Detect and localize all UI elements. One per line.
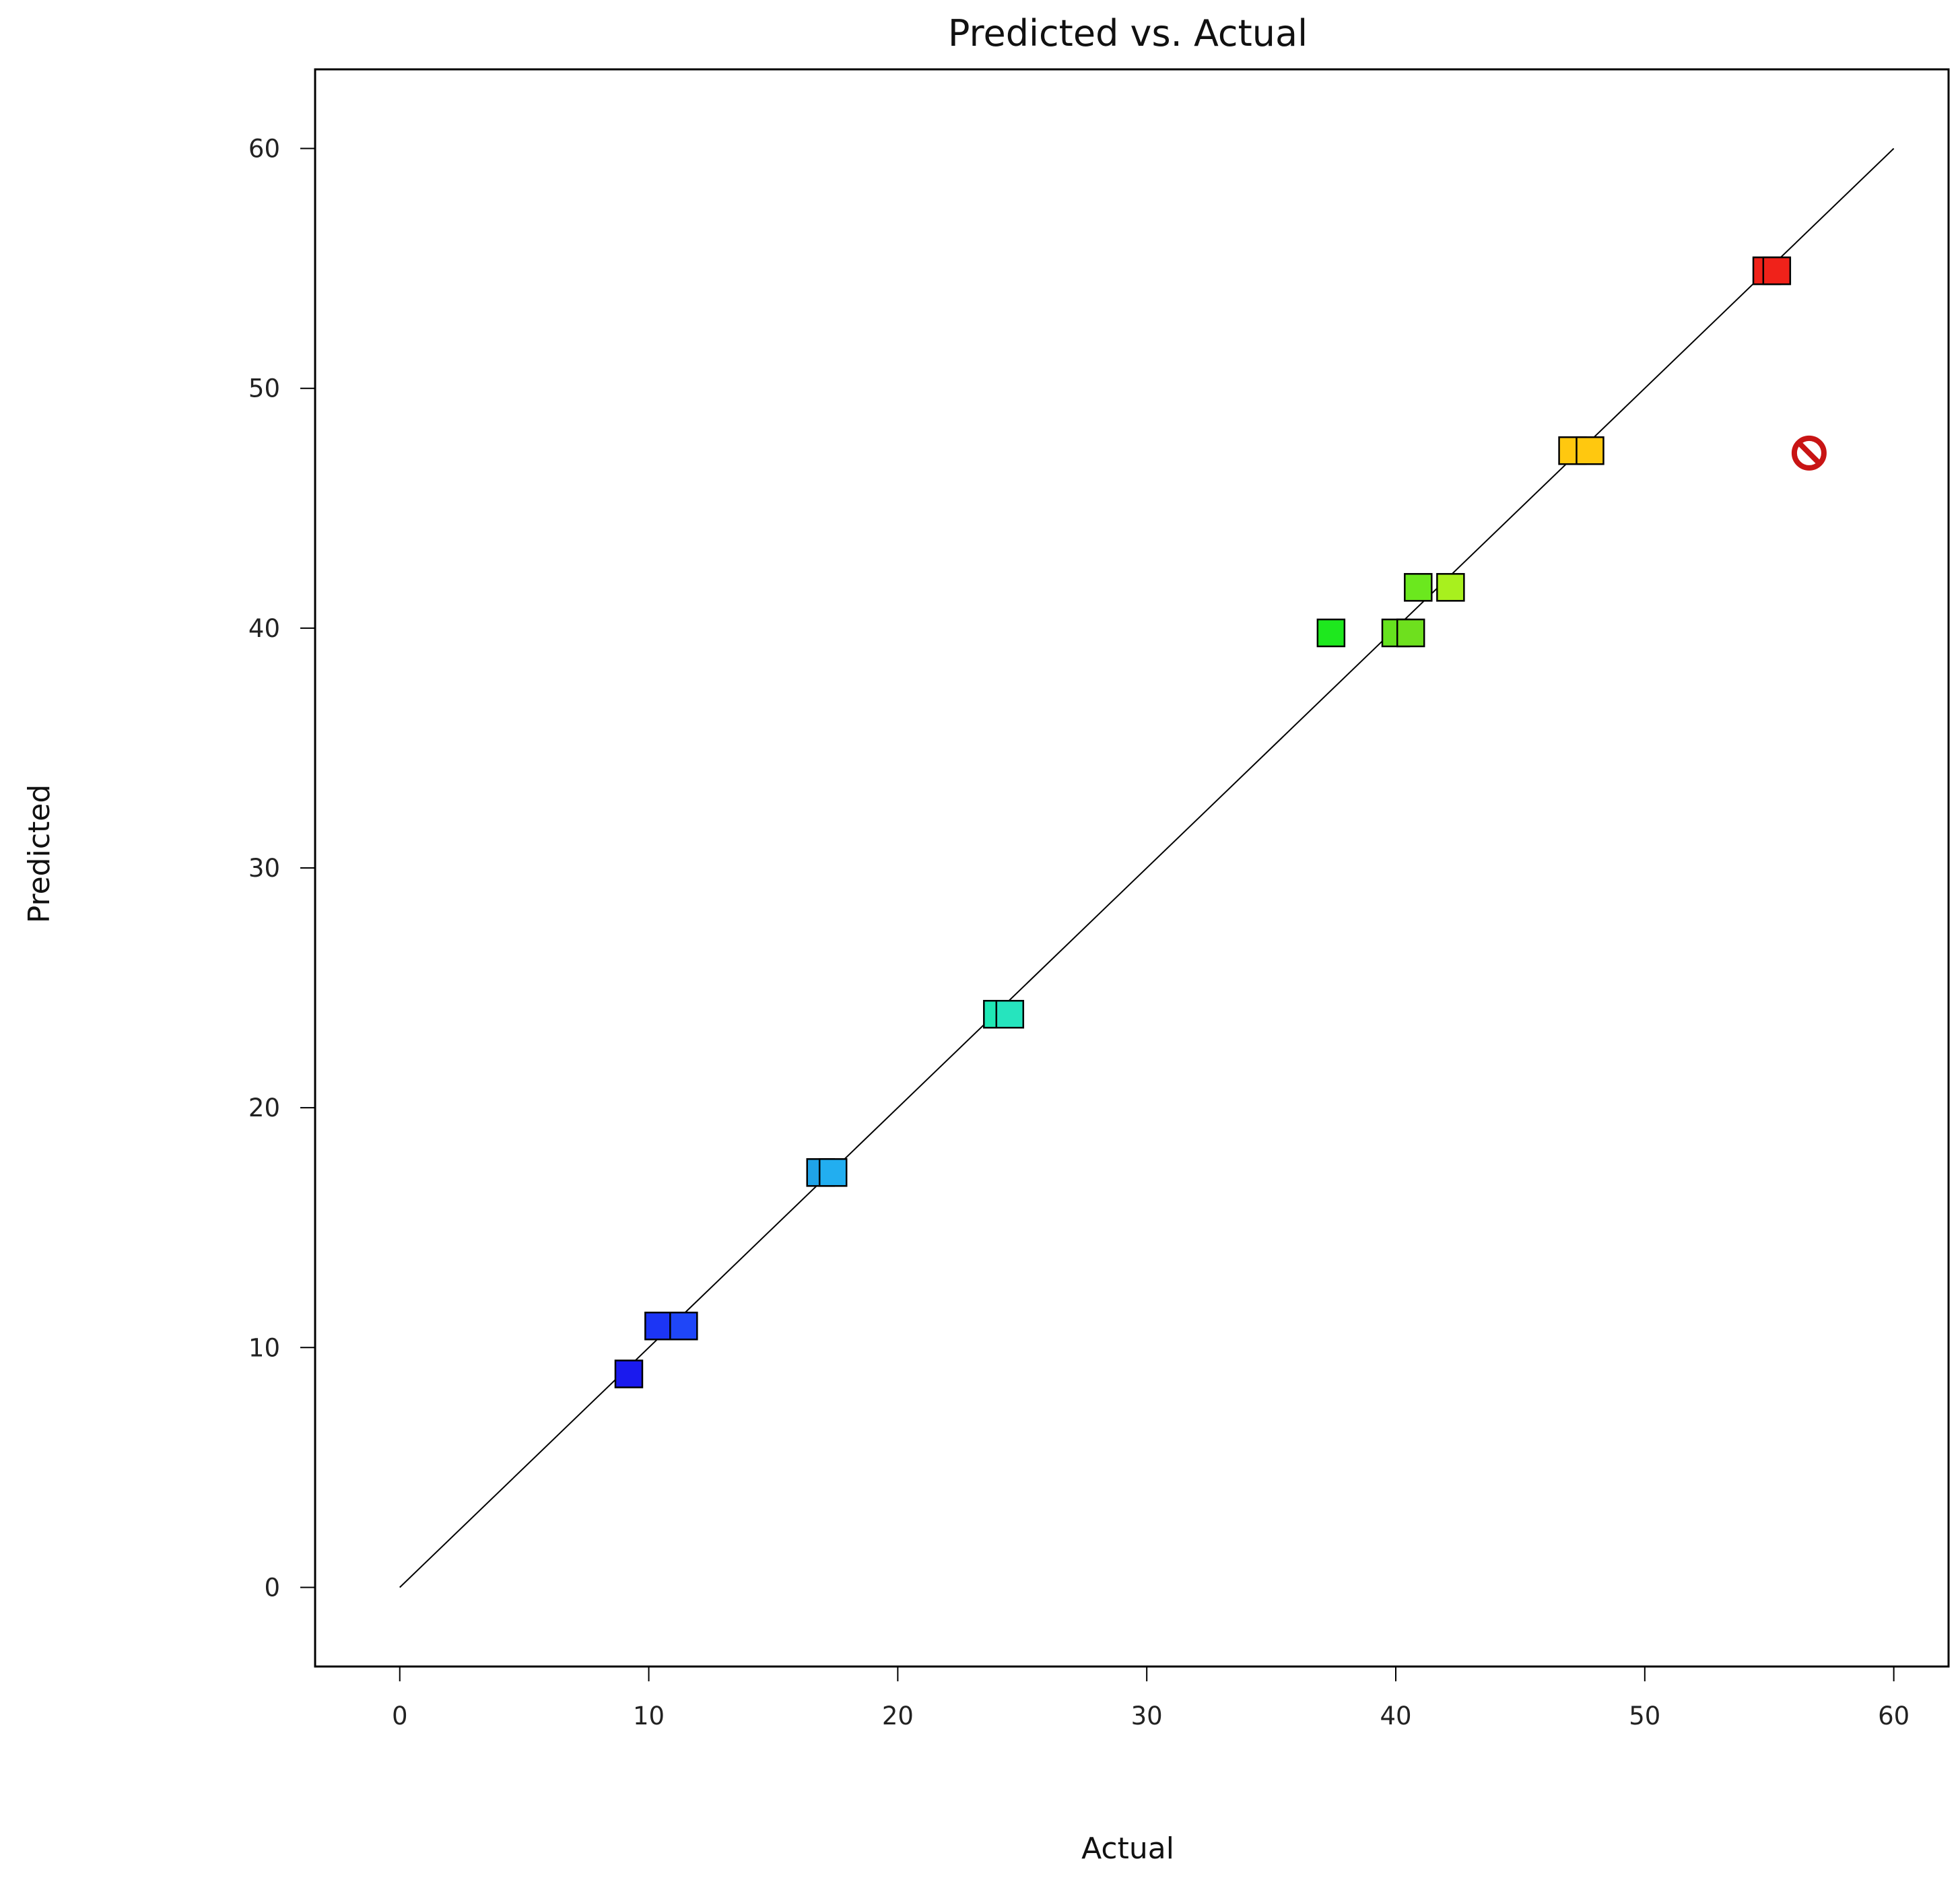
data-point — [1316, 618, 1346, 648]
data-point-square — [644, 1312, 673, 1341]
y-tick-label: 40 — [248, 614, 280, 643]
y-tick-label: 10 — [248, 1333, 280, 1362]
excluded-point-slash — [1798, 442, 1821, 465]
data-point-square — [1316, 618, 1346, 648]
data-point-square — [1404, 573, 1433, 602]
data-point-square — [1762, 256, 1792, 285]
y-axis-label: Predicted — [22, 784, 57, 924]
data-point — [1576, 436, 1604, 465]
y-tick-label: 20 — [248, 1094, 280, 1122]
data-point — [644, 1312, 673, 1341]
y-tick-label: 0 — [264, 1573, 280, 1602]
data-points — [614, 256, 1827, 1388]
x-tick-label: 40 — [1380, 1702, 1411, 1730]
data-point-square — [1436, 573, 1465, 602]
data-point — [1436, 573, 1465, 602]
data-point — [818, 1158, 848, 1187]
x-tick-label: 10 — [633, 1702, 665, 1730]
data-point-square — [669, 1312, 698, 1341]
x-axis: 0 10 20 30 40 50 60 — [392, 1667, 1910, 1730]
y-tick-label: 60 — [248, 135, 280, 164]
data-point — [669, 1312, 698, 1341]
excluded-point-icon — [1791, 435, 1827, 471]
plot-frame — [314, 68, 1950, 1668]
data-point — [614, 1359, 644, 1388]
data-point — [1404, 573, 1433, 602]
data-point — [995, 1000, 1025, 1029]
data-point-square — [1396, 618, 1425, 648]
data-point-square — [995, 1000, 1025, 1029]
y-axis: 0 10 20 30 40 50 60 — [248, 135, 315, 1602]
reference-line — [399, 147, 1895, 1588]
x-tick-label: 20 — [882, 1702, 914, 1730]
y-tick-label: 50 — [248, 374, 280, 403]
data-point-square — [1576, 436, 1604, 465]
x-axis-label: Actual — [1081, 1831, 1174, 1866]
data-point-square — [614, 1359, 644, 1388]
chart-title: Predicted vs. Actual — [948, 12, 1308, 55]
data-point — [1396, 618, 1425, 648]
y-tick-label: 30 — [248, 854, 280, 883]
x-tick-label: 50 — [1629, 1702, 1660, 1730]
x-tick-label: 0 — [392, 1702, 408, 1730]
x-tick-label: 30 — [1131, 1702, 1163, 1730]
x-tick-label: 60 — [1878, 1702, 1910, 1730]
data-point — [1762, 256, 1792, 285]
data-point-square — [818, 1158, 848, 1187]
